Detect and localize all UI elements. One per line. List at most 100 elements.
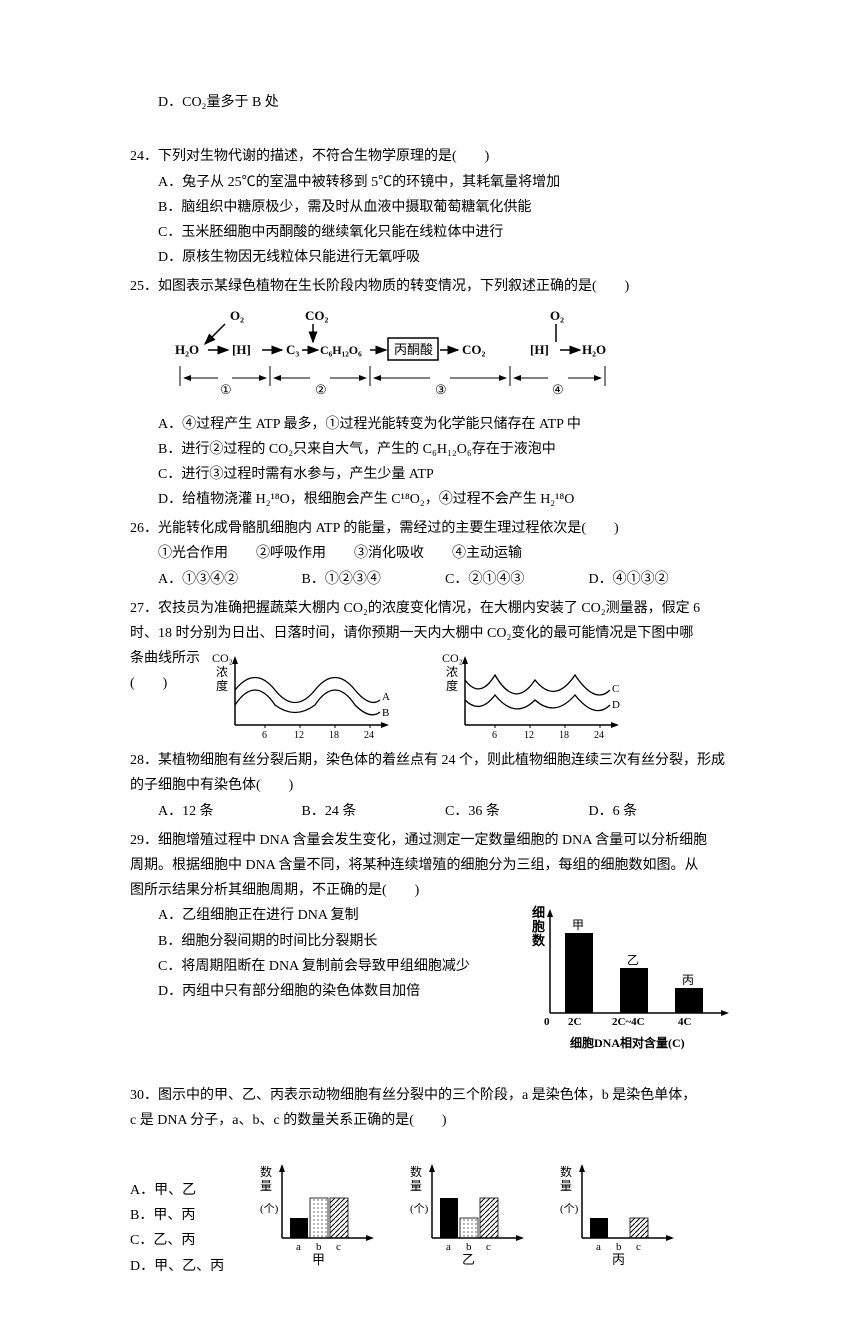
svg-text:乙: 乙	[627, 953, 639, 967]
q24: 24．下列对生物代谢的描述，不符合生物学原理的是( ) A．兔子从 25℃的室温…	[130, 144, 730, 270]
svg-text:乙: 乙	[462, 1252, 475, 1267]
q28-b: B．24 条	[302, 799, 442, 824]
svg-text:浓: 浓	[446, 665, 458, 679]
svg-text:数: 数	[560, 1164, 572, 1179]
svg-text:4C: 4C	[678, 1016, 692, 1028]
svg-text:甲: 甲	[312, 1252, 325, 1267]
q27-stem1: 27．农技员为准确把握蔬菜大棚内 CO₂的浓度变化情况，在大棚内安装了 CO₂测…	[130, 596, 730, 621]
svg-text:量: 量	[410, 1179, 422, 1193]
label-h-left: [H]	[232, 342, 251, 357]
svg-text:c: c	[636, 1241, 641, 1253]
q24-c: C．玉米胚细胞中丙酮酸的继续氧化只能在线粒体中进行	[130, 220, 730, 245]
q28-a: A．12 条	[158, 799, 298, 824]
q25: 25．如图表示某绿色植物在生长阶段内物质的转变情况，下列叙述正确的是( ) O₂…	[130, 274, 730, 512]
svg-text:18: 18	[559, 730, 569, 740]
svg-text:度: 度	[446, 678, 458, 693]
svg-text:2C: 2C	[568, 1016, 582, 1028]
svg-text:浓: 浓	[216, 665, 228, 679]
svg-text:甲: 甲	[572, 918, 584, 932]
q30-c: C．乙、丙	[130, 1228, 240, 1253]
q30-d: D．甲、乙、丙	[130, 1254, 240, 1279]
svg-text:数: 数	[532, 933, 546, 948]
q30-a: A．甲、乙	[130, 1178, 240, 1203]
svg-text:c: c	[336, 1241, 341, 1253]
q26-options: A．①③④② B．①②③④ C．②①④③ D．④①③②	[130, 567, 730, 592]
q28-stem: 28．某植物细胞有丝分裂后期，染色体的着丝点有 24 个，则此植物细胞连续三次有…	[130, 748, 730, 798]
label-n4: ④	[552, 382, 564, 397]
q26-b: B．①②③④	[302, 567, 442, 592]
q25-diagram: O₂ CO₂ O₂ H₂O [H] C₃ C₆H₁₂O₆ 丙酮酸 CO₂ [H]…	[170, 306, 730, 406]
svg-text:丙: 丙	[682, 973, 694, 987]
svg-text:a: a	[446, 1241, 451, 1253]
q27: 27．农技员为准确把握蔬菜大棚内 CO₂的浓度变化情况，在大棚内安装了 CO₂测…	[130, 596, 730, 744]
q29-b: B．细胞分裂间期的时间比分裂期长	[130, 929, 520, 954]
svg-text:6: 6	[492, 730, 497, 740]
label-n2: ②	[315, 382, 327, 397]
svg-text:12: 12	[524, 730, 534, 740]
q28: 28．某植物细胞有丝分裂后期，染色体的着丝点有 24 个，则此植物细胞连续三次有…	[130, 748, 730, 824]
q26: 26．光能转化成骨骼肌细胞内 ATP 的能量，需经过的主要生理过程依次是( ) …	[130, 516, 730, 592]
svg-text:6: 6	[262, 730, 267, 740]
q24-a: A．兔子从 25℃的室温中被转移到 5℃的环镜中，其耗氧量将增加	[130, 170, 730, 195]
q24-stem: 24．下列对生物代谢的描述，不符合生物学原理的是( )	[130, 144, 730, 169]
svg-text:丙: 丙	[612, 1252, 625, 1267]
q28-options: A．12 条 B．24 条 C．36 条 D．6 条	[130, 799, 730, 824]
label-co2-mid: CO₂	[462, 342, 486, 357]
q30-charts: 数 量 (个) a b c 甲 数 量 (个)	[260, 1158, 680, 1268]
q29-chart: 细 胞 数 甲 乙 丙 0 2C 2C~4C 4C 细胞DNA相对含量(C)	[530, 903, 730, 1053]
q25-b: B．进行②过程的 CO₂只来自大气，产生的 C₆H₁₂O₆存在于液泡中	[130, 437, 730, 462]
svg-text:24: 24	[594, 730, 604, 740]
label-pyruvate: 丙酮酸	[394, 342, 433, 357]
svg-text:CO₂: CO₂	[442, 651, 463, 665]
svg-text:D: D	[612, 699, 620, 711]
q24-b: B．脑组织中糖原极少，需及时从血液中摄取葡萄糖氧化供能	[130, 195, 730, 220]
label-c6: C₆H₁₂O₆	[320, 343, 362, 357]
svg-text:数: 数	[260, 1164, 272, 1179]
q24-d: D．原核生物因无线粒体只能进行无氧呼吸	[130, 245, 730, 270]
q29-stem3: 图所示结果分析其细胞周期，不正确的是( )	[130, 878, 730, 903]
label-h2o-right: H₂O	[582, 342, 606, 357]
q30-stem2: c 是 DNA 分子，a、b、c 的数量关系正确的是( )	[130, 1108, 730, 1133]
label-o2-right: O₂	[550, 308, 564, 323]
svg-text:B: B	[382, 707, 389, 719]
q27-stem2: 时、18 时分别为日出、日落时间，请你预期一天内大棚中 CO₂变化的最可能情况是…	[130, 621, 730, 646]
q27-chart-left: CO₂ 浓 度 A B 6 12 18 24	[210, 650, 400, 740]
svg-text:CO₂: CO₂	[212, 651, 233, 665]
svg-text:胞: 胞	[531, 919, 545, 934]
svg-text:度: 度	[216, 678, 228, 693]
label-n1: ①	[220, 382, 232, 397]
q27-chart-right: CO₂ 浓 度 C D 6 12 18 24	[440, 650, 630, 740]
q25-c: C．进行③过程时需有水参与，产生少量 ATP	[130, 462, 730, 487]
svg-text:C: C	[612, 683, 619, 695]
q25-d: D．给植物浇灌 H₂¹⁸O，根细胞会产生 C¹⁸O₂，④过程不会产生 H₂¹⁸O	[130, 487, 730, 512]
q26-d: D．④①③②	[589, 567, 729, 592]
q29: 29．细胞增殖过程中 DNA 含量会发生变化，通过测定一定数量细胞的 DNA 含…	[130, 828, 730, 1054]
q29-a: A．乙组细胞正在进行 DNA 复制	[130, 903, 520, 928]
svg-text:12: 12	[294, 730, 304, 740]
svg-text:0: 0	[544, 1016, 550, 1028]
q28-d: D．6 条	[589, 799, 729, 824]
q30: 30．图示中的甲、乙、丙表示动物细胞有丝分裂中的三个阶段，a 是染色体，b 是染…	[130, 1083, 730, 1279]
svg-text:(个): (个)	[260, 1202, 279, 1215]
q27-stem3: 条曲线所示( )	[130, 646, 210, 696]
q30-stem1: 30．图示中的甲、乙、丙表示动物细胞有丝分裂中的三个阶段，a 是染色体，b 是染…	[130, 1083, 730, 1108]
svg-text:(个): (个)	[410, 1202, 429, 1215]
label-o2-left: O₂	[230, 308, 244, 323]
svg-text:2C~4C: 2C~4C	[612, 1016, 645, 1028]
svg-text:a: a	[296, 1241, 301, 1253]
q29-c: C．将周期阻断在 DNA 复制前会导致甲组细胞减少	[130, 954, 520, 979]
q25-stem: 25．如图表示某绿色植物在生长阶段内物质的转变情况，下列叙述正确的是( )	[130, 274, 730, 299]
q29-d: D．丙组中只有部分细胞的染色体数目加倍	[130, 979, 520, 1004]
label-co2-top: CO₂	[305, 308, 329, 323]
label-n3: ③	[435, 382, 447, 397]
svg-text:数: 数	[410, 1164, 422, 1179]
q23-option-d: D．CO₂量多于 B 处	[130, 90, 730, 115]
svg-text:a: a	[596, 1241, 601, 1253]
label-c3: C₃	[286, 342, 299, 357]
svg-text:细: 细	[532, 905, 545, 920]
svg-text:18: 18	[329, 730, 339, 740]
svg-text:24: 24	[364, 730, 374, 740]
svg-text:量: 量	[260, 1179, 272, 1193]
label-h2o-left: H₂O	[175, 342, 199, 357]
q29-stem1: 29．细胞增殖过程中 DNA 含量会发生变化，通过测定一定数量细胞的 DNA 含…	[130, 828, 730, 853]
